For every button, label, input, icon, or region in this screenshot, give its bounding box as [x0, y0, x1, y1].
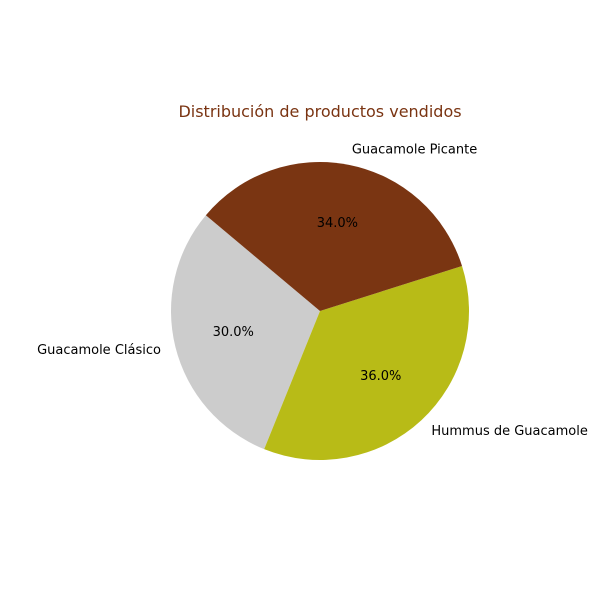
pct-label-guacamole-clasico: 30.0%	[213, 325, 254, 340]
chart-title: Distribución de productos vendidos	[178, 102, 461, 121]
pct-label-hummus-de-guacamole: 36.0%	[360, 369, 401, 384]
slice-label-guacamole-picante: Guacamole Picante	[352, 143, 477, 158]
pie-slice-guacamole-clasico	[170, 215, 320, 450]
slice-label-guacamole-clasico: Guacamole Clásico	[37, 343, 161, 358]
slice-label-hummus-de-guacamole: Hummus de Guacamole	[431, 424, 588, 439]
pie-labels: 30.0% Guacamole Clásico 36.0% Hummus de Gua…	[37, 143, 588, 439]
pct-label-guacamole-picante: 34.0%	[317, 216, 358, 231]
pie-slice-hummus-de-guacamole	[264, 265, 470, 461]
pie-slice-guacamole-picante	[205, 161, 463, 311]
pie-slices	[170, 161, 470, 461]
